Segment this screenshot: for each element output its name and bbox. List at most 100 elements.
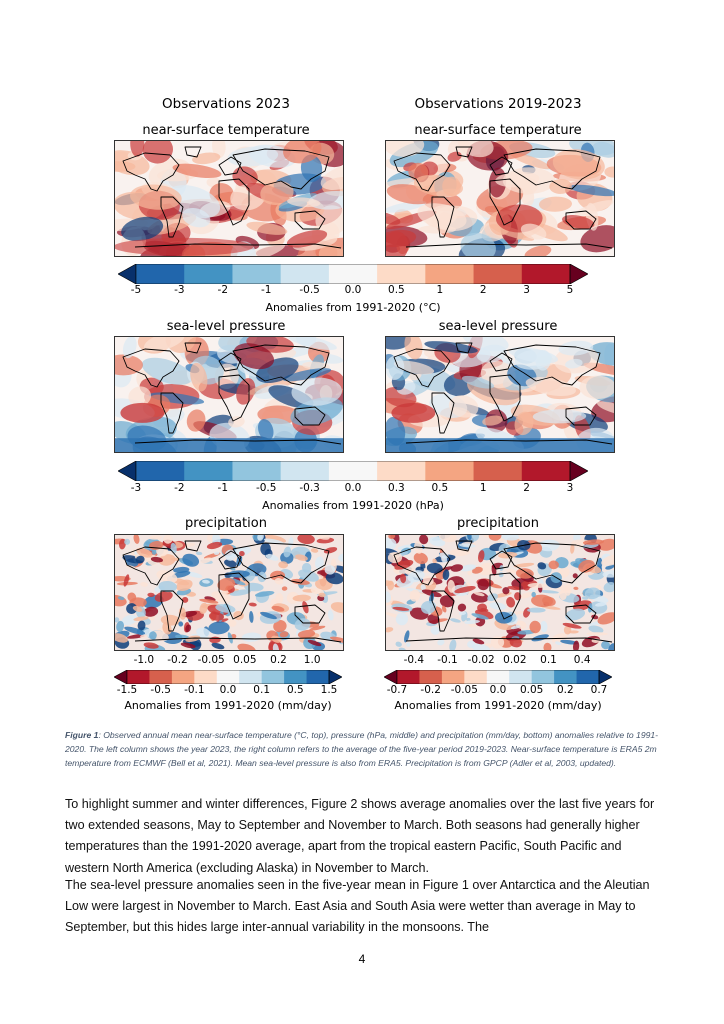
precip-colorbar-segment xyxy=(216,670,240,684)
precip-colorbar-segment xyxy=(397,670,420,684)
pressure-tick-label: 1 xyxy=(479,482,487,494)
precip-tick-label-top: -0.4 xyxy=(403,654,425,666)
body-paragraph-1: To highlight summer and winter differenc… xyxy=(65,797,655,875)
pressure-colorbar-segment xyxy=(232,461,282,481)
pressure-tick-label: 0.3 xyxy=(388,482,405,494)
pressure-colorbar xyxy=(117,460,589,485)
pressure-colorbar-segment xyxy=(377,461,426,481)
precip-tick-label-bottom: -0.2 xyxy=(420,684,441,696)
temperature-tick-label: -3 xyxy=(174,284,185,296)
precip-tick-label-top: 0.1 xyxy=(540,654,557,666)
temperature-colorbar-segment xyxy=(136,264,185,284)
precip-tick-label-bottom: -0.5 xyxy=(150,684,171,696)
pressure-colorbar-segment xyxy=(425,461,475,481)
precip-tick-label-bottom: 0.7 xyxy=(590,684,608,696)
precip-colorbar-2023-label: Anomalies from 1991-2020 (mm/day) xyxy=(124,699,332,712)
pressure-colorbar-segment xyxy=(521,461,571,481)
pressure-colorbar-segment xyxy=(136,461,185,481)
temperature-tick-label: -2 xyxy=(217,284,229,296)
precip-tick-label-bottom: -1.5 xyxy=(116,684,138,696)
precip-colorbar-2023 xyxy=(113,669,343,688)
temperature-colorbar-segment xyxy=(425,264,475,284)
precip-tick-label-bottom: 1.5 xyxy=(320,684,338,696)
pressure-tick-label: -0.3 xyxy=(299,482,320,494)
precip-tick-label-top: 0.02 xyxy=(503,654,527,666)
figure-caption-lead: Figure 1 xyxy=(65,730,99,740)
temperature-colorbar-segment xyxy=(184,264,233,284)
body-paragraph-2: The sea-level pressure anomalies seen in… xyxy=(65,878,650,935)
pressure-colorbar-extend-max xyxy=(569,460,589,482)
pressure-colorbar-segment xyxy=(184,461,233,481)
precip-colorbar-2019-2023 xyxy=(383,669,613,688)
precip-tick-label-bottom: -0.05 xyxy=(450,684,478,696)
precip-tick-label-bottom: -0.7 xyxy=(386,684,408,696)
precip-colorbar-2019-2023-label: Anomalies from 1991-2020 (mm/day) xyxy=(394,699,602,712)
temperature-colorbar xyxy=(117,263,589,288)
temperature-colorbar-segment xyxy=(280,264,330,284)
temperature-colorbar-segment xyxy=(377,264,426,284)
temperature-colorbar-extend-max xyxy=(569,263,589,285)
pressure-colorbar-extend-min xyxy=(117,460,137,482)
precip-colorbar-segment xyxy=(284,670,308,684)
precip-tick-label-bottom: 0.0 xyxy=(219,684,237,696)
precip-tick-label-top: -0.2 xyxy=(167,654,188,666)
temperature-tick-label: 0.5 xyxy=(388,284,405,296)
pressure-tick-label: 2 xyxy=(523,482,530,494)
precip-colorbar-2019-2023-top-ticks: -0.4 -0.1 -0.02 0.02 0.1 0.4 xyxy=(384,654,612,668)
precip-tick-label-top: -0.02 xyxy=(467,654,495,666)
page-number: 4 xyxy=(358,952,366,966)
precip-colorbar-2023-bottom-ticks: -1.5 -0.5 -0.1 0.0 0.1 0.5 1.5 xyxy=(114,684,342,698)
precip-colorbar-segment xyxy=(127,670,150,684)
precip-colorbar-segment xyxy=(576,670,600,684)
precip-tick-label-bottom: 0.2 xyxy=(556,684,574,696)
precip-colorbar-segment xyxy=(261,670,285,684)
temperature-map-2019-2023 xyxy=(385,140,615,257)
pressure-tick-label: -1 xyxy=(217,482,229,494)
temperature-tick-label: -5 xyxy=(130,284,142,296)
precip-map-2019-2023 xyxy=(385,534,615,651)
precip-colorbar-segment xyxy=(554,670,578,684)
pressure-tick-label: -0.5 xyxy=(255,482,277,494)
precip-tick-label-bottom: 0.5 xyxy=(286,684,304,696)
precip-colorbar-segment xyxy=(149,670,173,684)
pressure-colorbar-ticks: -3 -2 -1 -0.5 -0.3 0.0 0.3 0.5 1 2 3 xyxy=(118,482,588,496)
precip-tick-label-top: 0.2 xyxy=(270,654,287,666)
precip-colorbar-segment xyxy=(509,670,533,684)
precip-tick-label-top: -0.05 xyxy=(197,654,225,666)
precip-tick-label-top: -1.0 xyxy=(133,654,155,666)
temperature-tick-label: 3 xyxy=(523,284,530,296)
temperature-colorbar-segment xyxy=(232,264,282,284)
temperature-tick-label: 1 xyxy=(436,284,444,296)
precip-colorbar-segment xyxy=(239,670,263,684)
pressure-map-2023 xyxy=(114,336,344,453)
precip-tick-label-bottom: 0.1 xyxy=(253,684,271,696)
temperature-tick-label: -0.5 xyxy=(299,284,320,296)
map-title-precip-2019-2023: precipitation xyxy=(457,516,539,531)
pressure-tick-label: 0.5 xyxy=(431,482,449,494)
temperature-colorbar-extend-min xyxy=(117,263,137,285)
pressure-colorbar-segment xyxy=(328,461,378,481)
pressure-tick-label: 0.0 xyxy=(344,482,362,494)
precip-colorbar-segment xyxy=(441,670,465,684)
map-title-pressure-2019-2023: sea-level pressure xyxy=(438,319,558,334)
precip-colorbar-segment xyxy=(531,670,555,684)
column-title-2023: Observations 2023 xyxy=(162,96,290,112)
temperature-colorbar-segment xyxy=(473,264,523,284)
precip-tick-label-top: -0.1 xyxy=(437,654,458,666)
precip-colorbar-segment xyxy=(171,670,195,684)
map-title-precip-2023: precipitation xyxy=(185,516,267,531)
precip-colorbar-extend-max xyxy=(598,669,613,685)
temperature-tick-label: -1 xyxy=(260,284,272,296)
temperature-colorbar-label: Anomalies from 1991-2020 (°C) xyxy=(265,301,441,314)
column-title-2019-2023: Observations 2019-2023 xyxy=(414,96,582,112)
precip-colorbar-2019-2023-bottom-ticks: -0.7 -0.2 -0.05 0.0 0.05 0.2 0.7 xyxy=(384,684,612,698)
temperature-tick-label: 5 xyxy=(566,284,574,296)
precip-colorbar-extend-min xyxy=(113,669,128,685)
figure-caption-text: : Observed annual mean near-surface temp… xyxy=(65,730,659,768)
pressure-tick-label: -2 xyxy=(174,482,185,494)
precip-colorbar-segment xyxy=(486,670,510,684)
pressure-colorbar-segment xyxy=(280,461,330,481)
precip-tick-label-top: 0.05 xyxy=(233,654,257,666)
temperature-colorbar-segment xyxy=(328,264,378,284)
map-title-temperature-2023: near-surface temperature xyxy=(142,123,310,138)
